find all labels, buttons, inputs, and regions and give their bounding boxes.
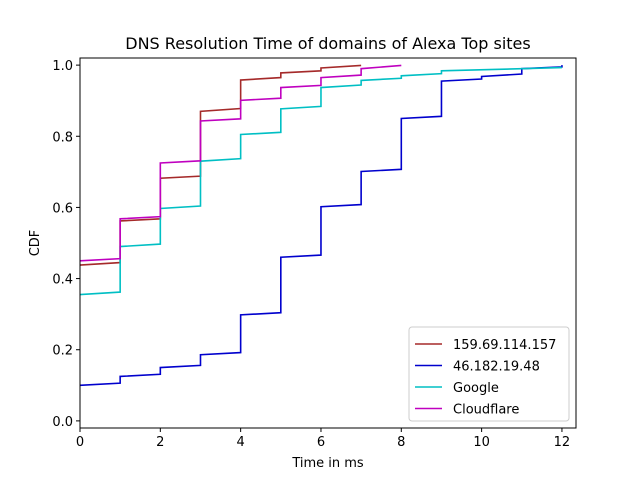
y-tick-label: 0.2 — [52, 344, 73, 359]
x-axis: 0 2 4 6 8 10 12 — [76, 428, 570, 450]
y-axis: 0.0 0.2 0.4 0.6 0.8 1.0 — [52, 59, 80, 430]
legend-box — [408, 326, 570, 422]
series-line-0 — [79, 64, 362, 266]
legend-label-2: Google — [453, 381, 499, 396]
y-tick-label: 0.6 — [52, 201, 73, 216]
y-axis-title: CDF — [28, 230, 43, 257]
x-tick-label: 2 — [156, 435, 164, 450]
legend: 159.69.114.157 46.182.19.48 Google Cloudfla… — [408, 326, 570, 422]
chart-title: DNS Resolution Time of domains of Alexa … — [125, 34, 530, 53]
x-tick-label: 10 — [473, 435, 490, 450]
x-tick-label: 12 — [554, 435, 571, 450]
x-axis-title: Time in ms — [291, 456, 364, 471]
legend-label-0: 159.69.114.157 — [453, 338, 556, 353]
x-tick-label: 8 — [397, 435, 405, 450]
legend-label-1: 46.182.19.48 — [453, 360, 540, 375]
x-tick-label: 6 — [317, 435, 325, 450]
series-line-1 — [79, 65, 563, 387]
series-line-3 — [79, 64, 402, 262]
y-tick-label: 1.0 — [52, 59, 73, 74]
y-tick-label: 0.0 — [52, 415, 73, 430]
series-line-2 — [79, 66, 562, 296]
x-tick-label: 4 — [237, 435, 245, 450]
legend-label-3: Cloudflare — [453, 403, 519, 418]
x-tick-label: 0 — [76, 435, 84, 450]
plot-frame — [79, 57, 577, 429]
plot-area — [79, 64, 563, 387]
y-tick-label: 0.4 — [52, 273, 73, 288]
y-tick-label: 0.8 — [52, 130, 73, 145]
